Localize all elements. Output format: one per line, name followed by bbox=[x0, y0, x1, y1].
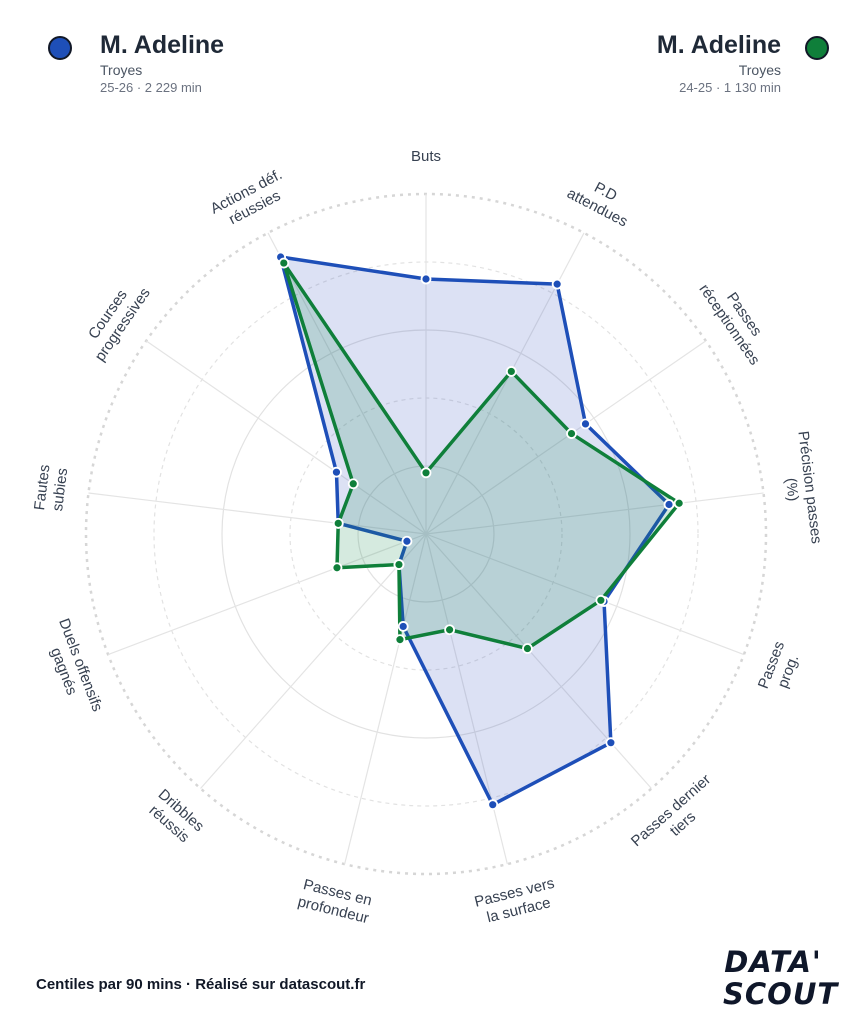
series-1-area bbox=[278, 255, 671, 807]
series-1-point bbox=[663, 499, 675, 510]
series-1-point bbox=[331, 466, 342, 478]
axis-label: Duels offensifsgagnés bbox=[38, 616, 106, 720]
series-1-point bbox=[605, 737, 617, 749]
player-1-team: Troyes bbox=[100, 62, 143, 78]
axis-label: Précision passes(%) bbox=[777, 430, 825, 547]
series-1-point bbox=[487, 799, 499, 811]
player-2-name: M. Adeline bbox=[656, 31, 781, 59]
series-2-point bbox=[505, 366, 517, 377]
axis-label: Passesprog. bbox=[755, 639, 805, 697]
axis-label: P.Dattendues bbox=[564, 169, 639, 231]
series-1-point bbox=[580, 418, 591, 430]
series-2-point bbox=[278, 257, 290, 269]
axis-label-line: subies bbox=[49, 467, 71, 512]
axis-label: Passes enprofondeur bbox=[296, 876, 375, 927]
series-2-point bbox=[522, 643, 533, 654]
axis-spoke bbox=[267, 232, 427, 535]
series-1-point bbox=[401, 535, 413, 547]
datascout-logo: DATA' SCOUT bbox=[723, 945, 839, 1011]
series-2-point bbox=[332, 517, 344, 529]
axis-label: Actions déf.réussies bbox=[208, 166, 294, 233]
axis-label: Dribblesréussis bbox=[143, 786, 207, 849]
player-1-color-dot bbox=[48, 36, 72, 60]
axis-label-line: (%) bbox=[782, 477, 802, 502]
series-2-area bbox=[282, 261, 681, 651]
series-2-point bbox=[393, 559, 405, 570]
axis-spoke bbox=[344, 533, 427, 865]
axis-spoke bbox=[200, 533, 427, 789]
player-header-left: M. Adeline Troyes 25-26 · 2 229 min bbox=[48, 28, 224, 96]
player-2-team: Troyes bbox=[738, 62, 781, 78]
player-1-meta: 25-26 · 2 229 min bbox=[100, 80, 202, 95]
series-1-point bbox=[551, 278, 563, 290]
series-1-point bbox=[397, 621, 409, 632]
axis-label-line: Passes dernier bbox=[628, 771, 714, 850]
series-2-point bbox=[420, 467, 432, 479]
series-2-point bbox=[673, 497, 685, 509]
logo-line-2: SCOUT bbox=[723, 977, 839, 1011]
logo-line-1: DATA' bbox=[724, 945, 822, 979]
axis-spoke bbox=[425, 533, 745, 656]
series-2-point bbox=[595, 594, 607, 606]
axis-spoke bbox=[107, 533, 427, 656]
footer-caption: Centiles par 90 mins · Réalisé sur datas… bbox=[36, 976, 366, 993]
axis-label-line: Buts bbox=[411, 148, 441, 165]
axis-label: Passesréceptionnées bbox=[696, 271, 778, 368]
axis-spoke bbox=[425, 340, 707, 535]
player-1-name: M. Adeline bbox=[100, 31, 225, 59]
axis-label: Passes derniertiers bbox=[628, 771, 726, 864]
series-2-point bbox=[566, 428, 577, 439]
axis-label: Coursesprogressives bbox=[77, 275, 154, 365]
series-2-point bbox=[347, 478, 359, 490]
axis-spoke bbox=[88, 492, 427, 535]
axis-spoke bbox=[145, 340, 427, 535]
player-header-right: M. Adeline Troyes 24-25 · 1 130 min bbox=[656, 28, 829, 96]
series-2-point bbox=[331, 562, 343, 574]
series-2-point bbox=[394, 634, 406, 646]
series-1-point bbox=[420, 273, 432, 285]
axis-label: Fautessubies bbox=[31, 464, 71, 514]
axis-label: Buts bbox=[411, 148, 441, 165]
axis-label: Passes versla surface bbox=[473, 875, 561, 929]
player-2-color-dot bbox=[805, 36, 829, 60]
axis-label-line: Fautes bbox=[31, 464, 53, 512]
series-2-point bbox=[444, 624, 455, 636]
player-2-meta: 24-25 · 1 130 min bbox=[679, 80, 781, 95]
axis-spoke bbox=[425, 492, 764, 535]
